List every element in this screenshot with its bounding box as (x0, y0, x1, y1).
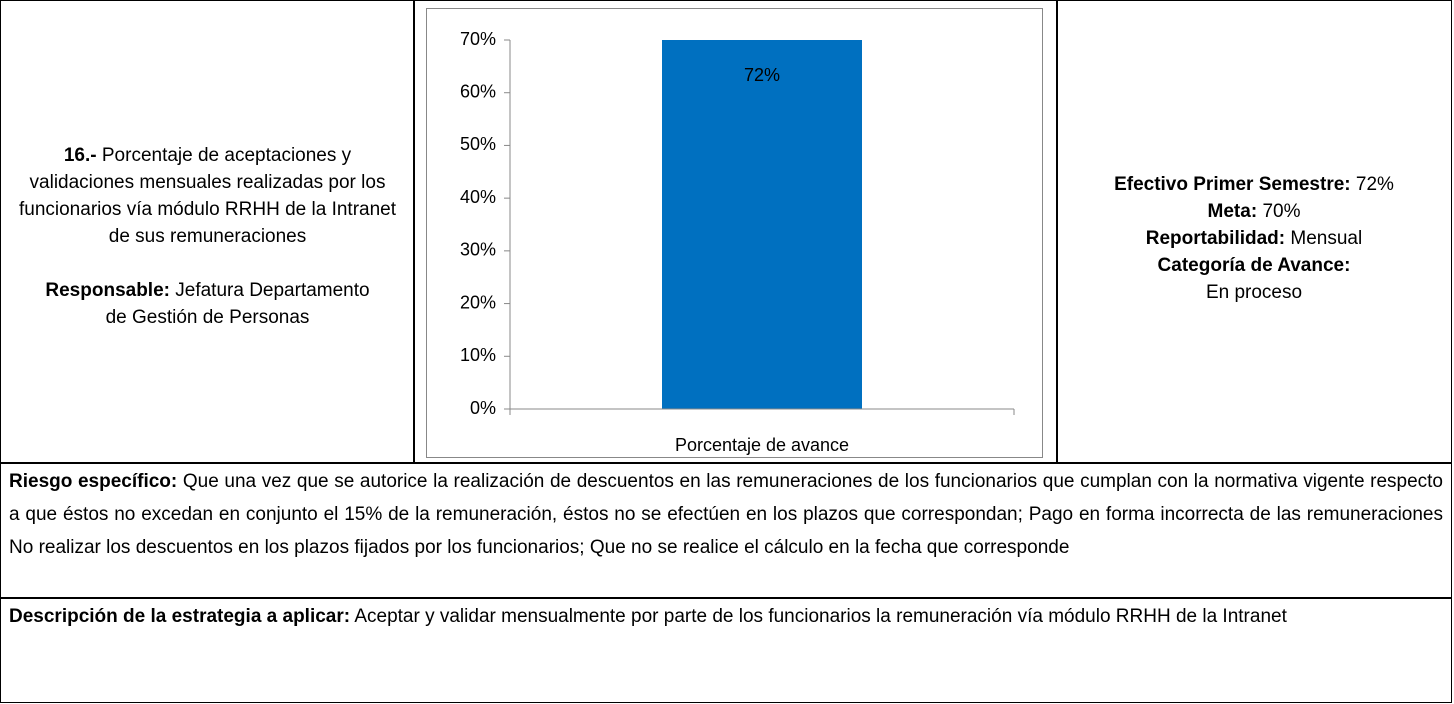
strategy-cell: Descripción de la estrategia a aplicar: … (0, 597, 1452, 703)
y-tick-label: 10% (460, 345, 496, 365)
indicator-title: Porcentaje de aceptaciones y validacione… (18, 144, 397, 247)
summary-label: Categoría de Avance: (1157, 254, 1351, 276)
indicator-number: 16.- (63, 144, 97, 166)
risk-cell: Riesgo específico: Que una vez que se au… (0, 462, 1452, 599)
y-tick-label: 20% (460, 292, 496, 312)
y-tick-label: 30% (460, 240, 496, 260)
y-tick-label: 50% (460, 134, 496, 154)
y-tick-label: 0% (470, 398, 496, 418)
indicator-cell: 16.- Porcentaje de aceptaciones y valida… (0, 0, 415, 464)
summary-label: Reportabilidad: (1145, 227, 1286, 249)
summary-label: Meta: (1207, 200, 1258, 222)
summary: Efectivo Primer Semestre: 72% Meta: 70% Re… (1114, 159, 1394, 306)
summary-value: En proceso (1205, 281, 1303, 303)
y-tick-label: 70% (460, 29, 496, 49)
summary-item: Categoría de Avance: En proceso (1114, 252, 1394, 306)
summary-value: 70% (1262, 200, 1301, 222)
x-tick-label: Porcentaje de avance (675, 435, 849, 455)
responsible: Jefatura Departamento de Gestión de Pers… (105, 279, 370, 328)
summary-label: Efectivo Primer Semestre: (1114, 173, 1351, 195)
bar (662, 40, 862, 409)
indicator-text: 16.- Porcentaje de aceptaciones y valida… (15, 134, 400, 331)
data-label: 72% (744, 65, 780, 85)
summary-cell: Efectivo Primer Semestre: 72% Meta: 70% Re… (1056, 0, 1452, 464)
summary-value: 72% (1355, 173, 1394, 195)
summary-value: Mensual (1290, 227, 1363, 249)
chart-cell: 72% Porcentaje de avance 0% 10% 20% 30% 40% 50%… (413, 0, 1058, 464)
summary-item: Meta: 70% (1114, 198, 1394, 225)
summary-item: Reportabilidad: Mensual (1114, 225, 1394, 252)
risk-text: Que una vez que se autorice la realizaci… (9, 471, 1444, 558)
summary-item: Efectivo Primer Semestre: 72% (1114, 171, 1394, 198)
chart: 72% Porcentaje de avance 0% 10% 20% 30% 40% 50%… (426, 8, 1043, 458)
responsible-label: Responsable: (45, 279, 170, 301)
strategy-text: Aceptar y validar mensualmente por parte… (354, 606, 1287, 627)
strategy-label: Descripción de la estrategia a aplicar: (9, 606, 351, 627)
y-tick-label: 60% (460, 81, 496, 101)
risk-label: Riesgo específico: (9, 471, 178, 492)
y-tick-label: 40% (460, 187, 496, 207)
